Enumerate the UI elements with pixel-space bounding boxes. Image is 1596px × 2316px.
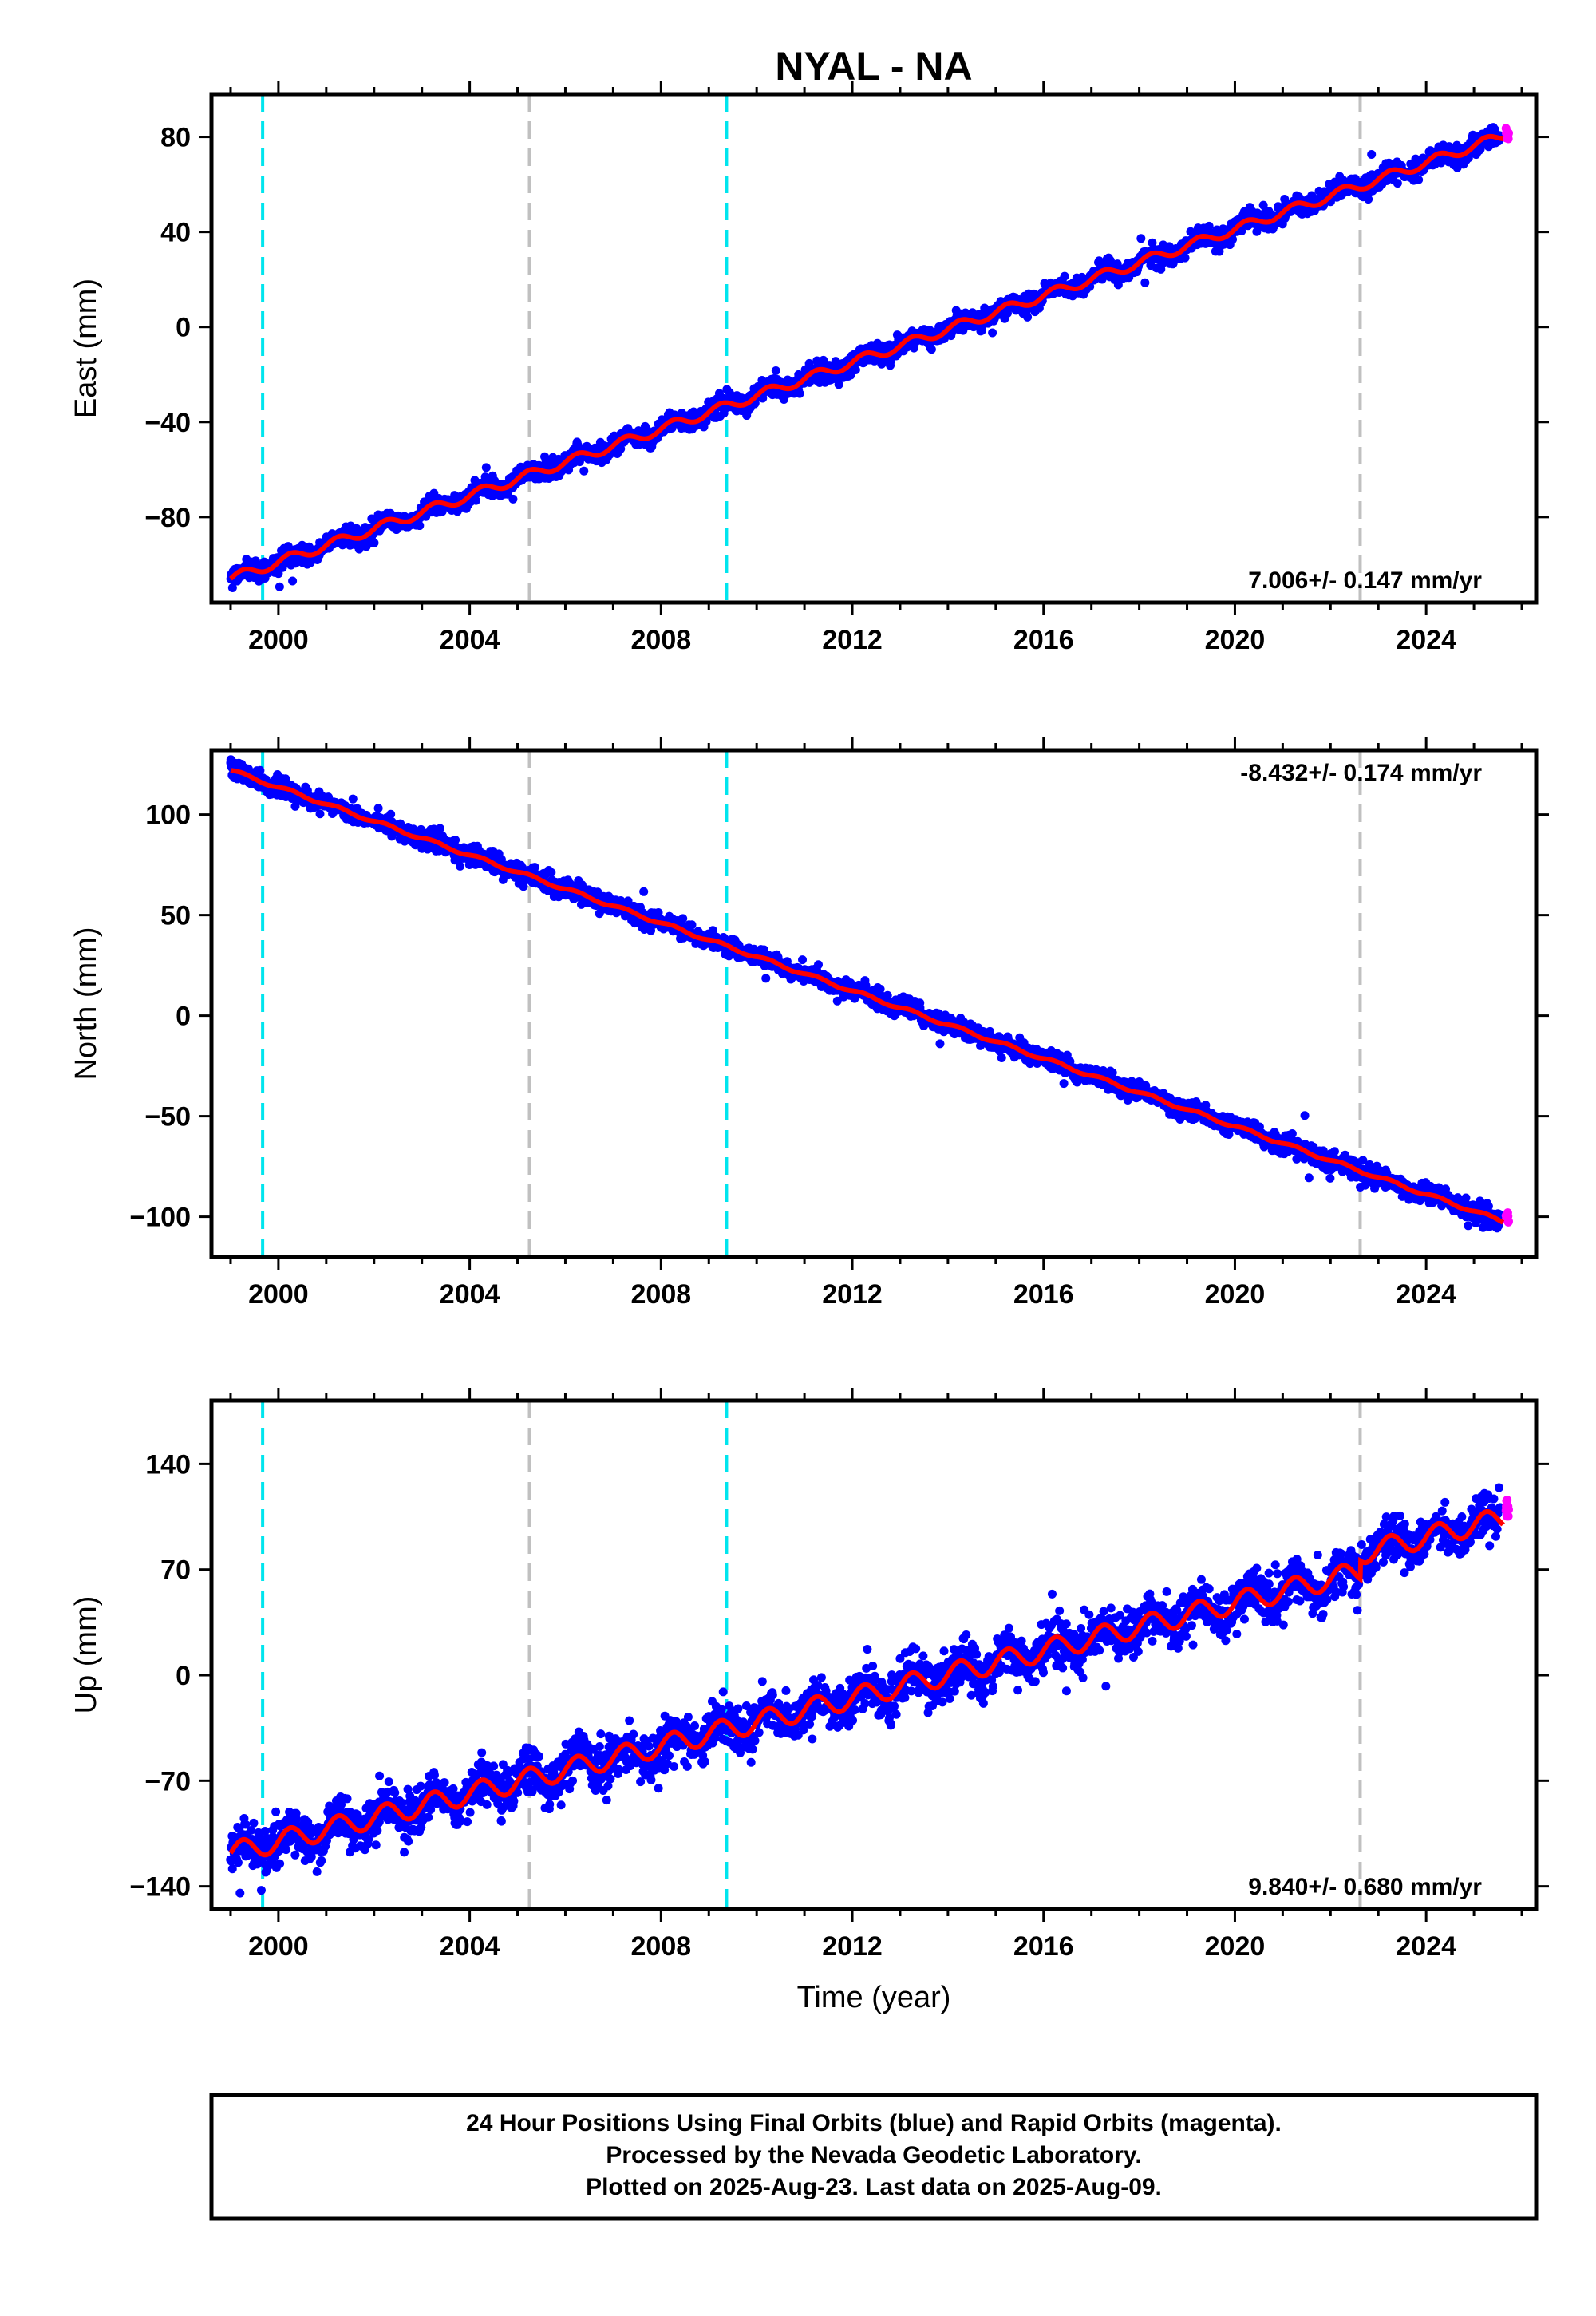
north-final-orbit-point [1108, 1068, 1117, 1077]
east-final-orbit-point [1180, 253, 1190, 263]
north-final-orbit-point [814, 960, 824, 970]
east-final-orbit-point [471, 496, 480, 505]
east-final-orbit-point [804, 377, 814, 387]
east-final-orbit-point [771, 366, 780, 376]
north-final-orbit-point [761, 974, 771, 983]
east-x-tick-label: 2000 [248, 625, 309, 655]
north-final-orbit-point [798, 955, 808, 965]
north-final-orbit-point [348, 794, 358, 804]
north-final-orbit-point [687, 920, 697, 930]
north-final-orbit-point [386, 809, 396, 819]
north-final-orbit-point [875, 984, 885, 994]
east-y-tick-label: 40 [160, 218, 191, 248]
east-final-orbit-point [227, 583, 237, 592]
east-final-orbit-point [288, 576, 298, 586]
north-final-orbit-point [1059, 1079, 1069, 1089]
north-final-orbit-point [639, 887, 649, 896]
east-final-orbit-point [275, 582, 284, 591]
north-panel: 2000 2004 2008 2012 2016 2020 2024−100−5005010… [69, 737, 1549, 1310]
east-final-orbit-point [1113, 280, 1123, 290]
east-x-tick-label: 2020 [1205, 625, 1266, 655]
east-y-tick-label: −40 [144, 408, 191, 438]
north-final-orbit-point [678, 914, 688, 923]
east-x-tick-label: 2024 [1396, 625, 1456, 655]
north-final-orbit-point [547, 868, 556, 877]
east-x-tick-label: 2008 [631, 625, 692, 655]
north-final-orbit-point [451, 835, 460, 844]
east-final-orbit-point [1023, 312, 1033, 322]
east-panel: 2000 2004 2008 2012 2016 2020 2024 −80 −40 0 40 80 E… [69, 81, 1549, 655]
east-rapid-orbit-point [1503, 128, 1513, 138]
east-y-axis-label: East (mm) [69, 279, 103, 418]
east-final-orbit-point [795, 389, 804, 398]
east-final-orbit-point [1237, 227, 1246, 236]
east-final-orbit-point [1140, 278, 1150, 287]
east-rapid-orbit-points [1501, 124, 1513, 144]
east-final-orbit-point [1228, 235, 1238, 244]
east-final-orbit-point [579, 466, 589, 476]
north-final-orbit-point [997, 1053, 1006, 1063]
east-final-orbit-point [616, 444, 626, 453]
east-model-fit-line [229, 133, 1504, 581]
north-final-orbit-point [315, 809, 325, 819]
east-final-orbit-point [926, 345, 936, 354]
east-final-orbit-point [834, 380, 843, 389]
east-x-tick-label: 2004 [440, 625, 500, 655]
east-final-orbit-point [977, 326, 986, 335]
east-final-orbit-point [1367, 149, 1377, 159]
east-final-orbit-point [1136, 234, 1146, 243]
north-final-orbit-point [456, 861, 465, 871]
north-final-orbit-point [832, 996, 842, 1006]
east-final-orbit-point [1148, 238, 1157, 247]
east-final-orbit-point [1060, 271, 1069, 281]
north-final-orbit-point [435, 824, 444, 833]
north-final-orbit-point [519, 882, 528, 891]
north-final-orbit-point [373, 804, 383, 813]
east-final-orbit-point [1364, 195, 1373, 204]
east-x-tick-label: 2016 [1013, 625, 1074, 655]
east-y-tick-label: −80 [144, 503, 191, 533]
chart-title: NYAL - NA [775, 44, 972, 89]
east-rate-annotation: 7.006+/- 0.147 mm/yr [1248, 567, 1482, 594]
north-final-orbit-point [255, 765, 265, 775]
east-final-orbit-point [369, 538, 379, 547]
north-final-orbit-point [530, 863, 539, 872]
north-final-orbit-point [935, 1039, 945, 1049]
east-final-orbit-point [851, 366, 860, 375]
east-final-orbit-point [1393, 179, 1402, 188]
east-final-orbit-point [415, 521, 425, 531]
east-plot-content [226, 94, 1513, 603]
east-final-orbit-point [1204, 221, 1214, 231]
north-plot-content [226, 750, 1513, 1257]
east-final-orbit-point [1476, 144, 1485, 154]
east-y-tick-label: 0 [176, 313, 191, 343]
east-final-orbit-point [988, 328, 998, 338]
east-final-orbit-point [508, 494, 518, 504]
east-frame [209, 92, 1539, 605]
east-final-orbit-point [1414, 175, 1424, 184]
east-y-tick-label: 80 [160, 123, 191, 153]
east-x-tick-label: 2012 [822, 625, 883, 655]
east-final-orbit-point [481, 463, 491, 472]
